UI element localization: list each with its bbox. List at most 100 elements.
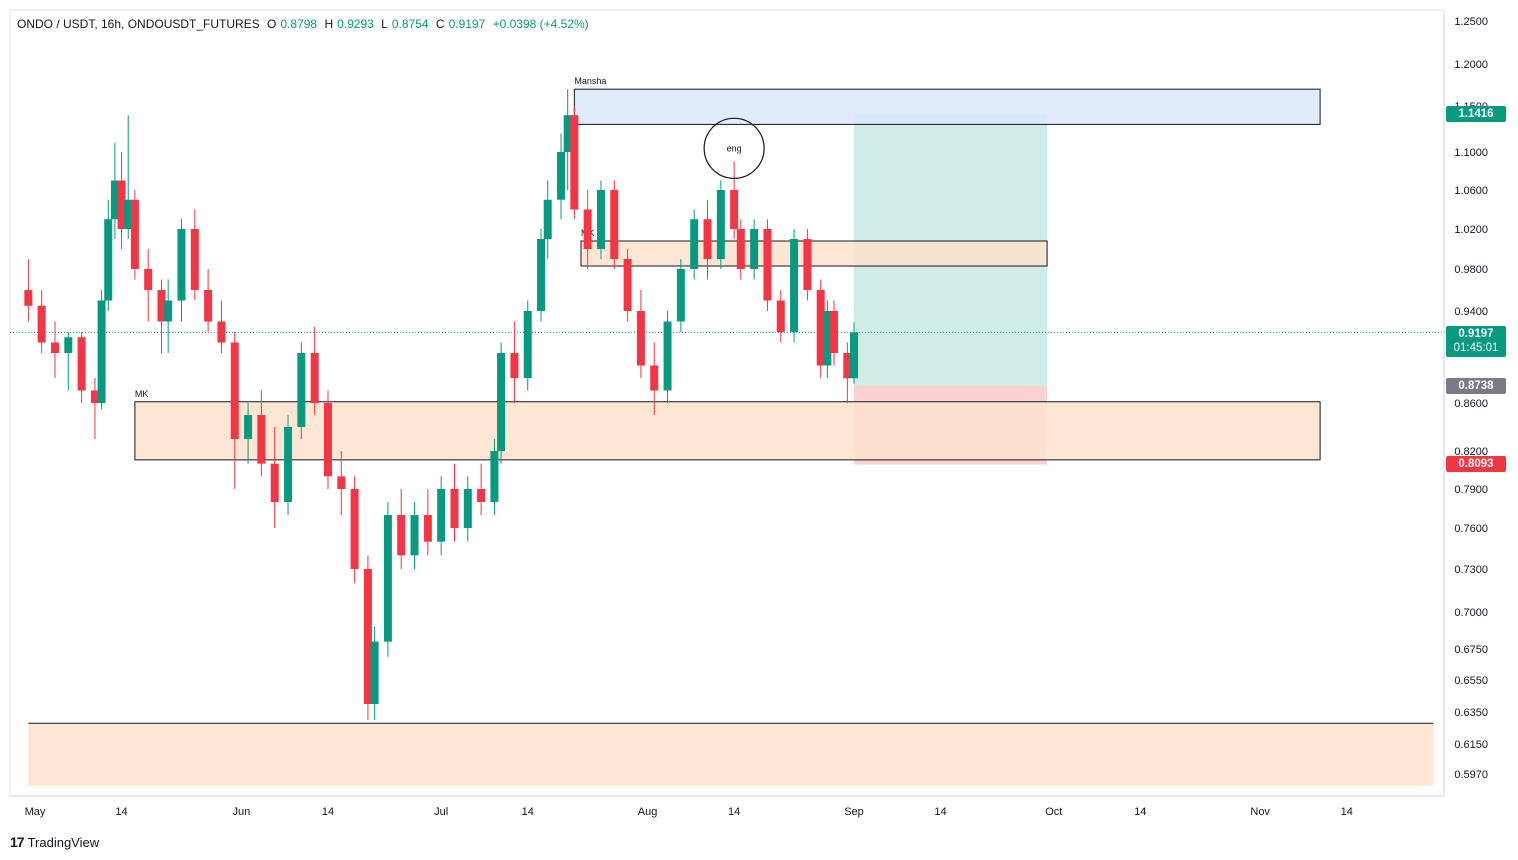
price-tick-15: 0.6750 — [1454, 644, 1488, 656]
candle-body-31 — [383, 515, 392, 642]
low-value: 0.8754 — [391, 17, 429, 31]
candle-body-50 — [610, 190, 619, 259]
time-tick-7: 14 — [728, 806, 740, 818]
zone-box-2 — [134, 401, 1321, 461]
price-tick-6: 0.9800 — [1454, 264, 1488, 276]
candle-body-63 — [776, 300, 785, 332]
price-tick-11: 0.7900 — [1454, 484, 1488, 496]
candle-body-45 — [557, 152, 566, 200]
candle-body-32 — [397, 515, 406, 556]
candle-body-46 — [563, 115, 572, 152]
candle-body-64 — [790, 239, 799, 332]
candle-body-49 — [596, 190, 605, 249]
stop-price-tag: 0.8093 — [1446, 456, 1506, 472]
candle-body-55 — [676, 269, 685, 322]
close-label: C — [435, 17, 445, 31]
candle-body-17 — [204, 290, 213, 322]
candle-body-39 — [490, 451, 499, 502]
candle-body-8 — [110, 180, 119, 220]
candle-body-42 — [523, 311, 532, 378]
candle-body-28 — [350, 489, 359, 569]
candle-body-29 — [363, 569, 372, 704]
time-tick-8: Sep — [844, 806, 864, 818]
candle-body-56 — [690, 219, 699, 269]
zone-box-1 — [580, 240, 1048, 267]
candle-body-20 — [244, 415, 253, 439]
candle-body-57 — [703, 219, 712, 259]
candle-body-13 — [157, 290, 166, 322]
candle-body-65 — [803, 239, 812, 290]
candle-body-12 — [144, 269, 153, 290]
price-tick-4: 1.0600 — [1454, 185, 1488, 197]
candle-body-30 — [370, 641, 379, 704]
zone-box-3 — [28, 723, 1434, 786]
candle-body-14 — [164, 300, 173, 322]
time-tick-2: Jun — [233, 806, 251, 818]
candle-body-68 — [830, 311, 839, 353]
price-tick-18: 0.6150 — [1454, 739, 1488, 751]
candle-body-41 — [510, 353, 519, 378]
price-tick-9: 0.8600 — [1454, 398, 1488, 410]
price-tick-3: 1.1000 — [1454, 147, 1488, 159]
candle-body-48 — [583, 209, 592, 249]
candle-body-5 — [90, 390, 99, 403]
candle-body-43 — [537, 239, 546, 311]
candle-body-10 — [124, 199, 133, 229]
price-tick-17: 0.6350 — [1454, 707, 1488, 719]
candle-body-35 — [437, 489, 446, 542]
price-tick-16: 0.6550 — [1454, 675, 1488, 687]
candle-body-1 — [37, 305, 46, 343]
symbol-label: ONDO / USDT, 16h, ONDOUSDT_FUTURES — [17, 17, 260, 31]
candle-body-62 — [763, 229, 772, 301]
time-tick-10: Oct — [1045, 806, 1062, 818]
candle-body-37 — [463, 489, 472, 528]
time-tick-6: Aug — [638, 806, 658, 818]
time-tick-3: 14 — [322, 806, 334, 818]
price-tick-7: 0.9400 — [1454, 306, 1488, 318]
candle-body-58 — [716, 190, 725, 259]
candle-body-4 — [77, 337, 86, 391]
time-tick-0: May — [25, 806, 46, 818]
zone-label-0: Mansha — [574, 76, 606, 86]
candle-body-25 — [310, 353, 319, 403]
high-value: 0.9293 — [337, 17, 374, 31]
bar-countdown: 01:45:01 — [1453, 342, 1499, 354]
candle-body-61 — [750, 229, 759, 269]
candle-body-3 — [64, 337, 73, 353]
candle-body-2 — [50, 342, 59, 353]
open-value: 0.8798 — [280, 17, 318, 31]
time-tick-9: 14 — [934, 806, 946, 818]
price-tick-12: 0.7600 — [1454, 523, 1488, 535]
price-tick-13: 0.7300 — [1454, 564, 1488, 576]
eng-label: eng — [727, 143, 742, 153]
time-tick-4: Jul — [434, 806, 448, 818]
high-label: H — [324, 17, 334, 31]
time-tick-11: 14 — [1134, 806, 1146, 818]
last-price-value: 0.9197 — [1458, 328, 1494, 340]
candle-body-9 — [117, 180, 126, 229]
candle-body-38 — [477, 489, 486, 502]
candle-body-53 — [650, 365, 659, 391]
candle-body-27 — [337, 476, 346, 489]
candle-body-54 — [663, 321, 672, 391]
candle-body-67 — [823, 311, 832, 366]
candle-body-47 — [570, 115, 579, 210]
low-label: L — [381, 17, 388, 31]
chart-legend: ONDO / USDT, 16h, ONDOUSDT_FUTURES O 0.87… — [17, 17, 593, 31]
candle-body-16 — [190, 229, 199, 290]
candle-body-11 — [130, 199, 139, 269]
last-price-tag: 0.9197 01:45:01 — [1446, 326, 1506, 357]
candle-body-40 — [497, 353, 506, 451]
candle-body-6 — [97, 300, 106, 403]
price-tick-5: 1.0200 — [1454, 224, 1488, 236]
tradingview-logo-icon: 17 — [10, 834, 25, 850]
tradingview-logo[interactable]: 17 TradingView — [10, 834, 99, 850]
candle-body-70 — [850, 332, 858, 379]
candle-body-44 — [543, 199, 552, 239]
candle-body-51 — [623, 259, 632, 311]
time-tick-5: 14 — [522, 806, 534, 818]
candle-body-59 — [730, 190, 739, 229]
candle-body-7 — [104, 219, 113, 301]
candle-body-34 — [423, 515, 432, 542]
